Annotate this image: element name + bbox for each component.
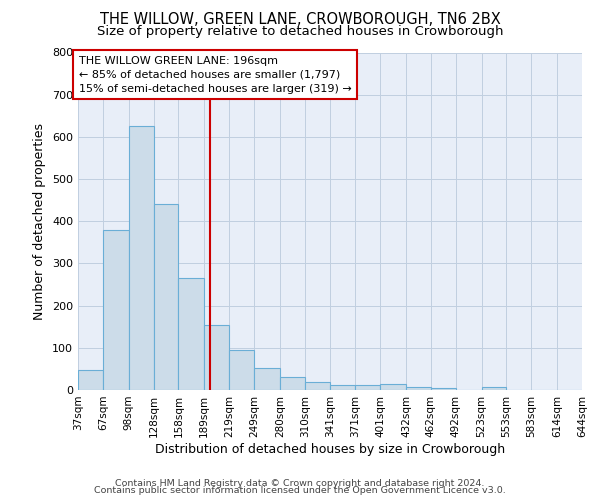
Bar [178,278,204,390]
Bar [380,384,406,390]
Bar [305,382,331,390]
Text: Contains public sector information licensed under the Open Government Licence v3: Contains public sector information licen… [94,486,506,495]
Bar [229,350,254,390]
Bar [355,385,380,390]
Bar [406,386,431,390]
Bar [128,126,154,390]
Bar [254,368,280,390]
Bar [431,388,456,390]
Bar [482,387,506,390]
Text: THE WILLOW, GREEN LANE, CROWBOROUGH, TN6 2BX: THE WILLOW, GREEN LANE, CROWBOROUGH, TN6… [100,12,500,28]
X-axis label: Distribution of detached houses by size in Crowborough: Distribution of detached houses by size … [155,442,505,456]
Text: Size of property relative to detached houses in Crowborough: Size of property relative to detached ho… [97,25,503,38]
Text: Contains HM Land Registry data © Crown copyright and database right 2024.: Contains HM Land Registry data © Crown c… [115,478,485,488]
Text: THE WILLOW GREEN LANE: 196sqm
← 85% of detached houses are smaller (1,797)
15% o: THE WILLOW GREEN LANE: 196sqm ← 85% of d… [79,56,352,94]
Bar [78,370,103,390]
Bar [103,230,128,390]
Bar [204,324,229,390]
Bar [280,378,305,390]
Bar [154,204,178,390]
Bar [331,385,355,390]
Y-axis label: Number of detached properties: Number of detached properties [34,122,46,320]
